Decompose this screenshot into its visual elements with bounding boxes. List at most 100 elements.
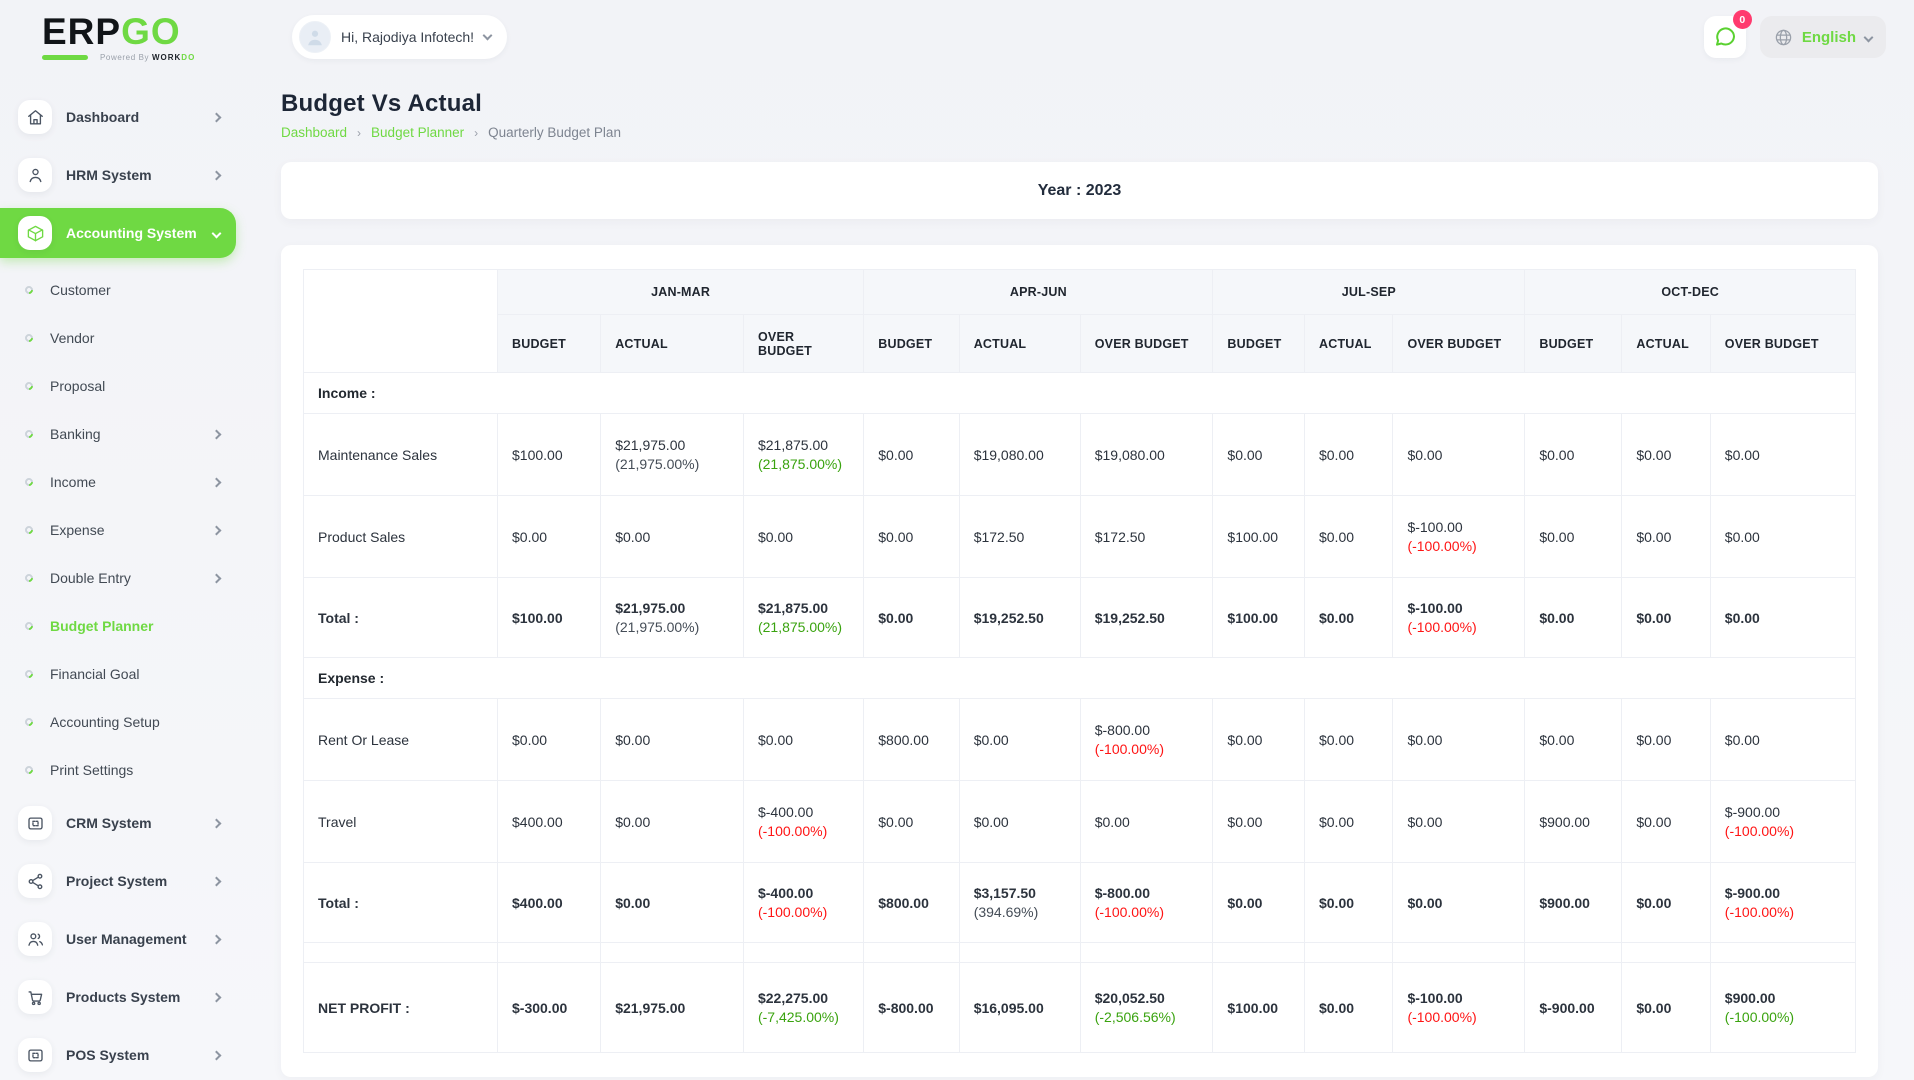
row-label: Rent Or Lease	[303, 698, 498, 781]
sidebar-item-customer[interactable]: Customer	[0, 266, 250, 314]
cell-amount: $-900.00	[1724, 885, 1781, 901]
sidebar-item-project-system[interactable]: Project System	[0, 856, 236, 906]
sidebar-item-label: Accounting System	[66, 225, 197, 241]
bullet-icon	[23, 428, 35, 440]
value-cell: $-400.00 (-100.00%)	[742, 862, 865, 943]
table-row: Travel $400.00 $0.00 $-400.00 (-100.00%) $0.0…	[303, 780, 1857, 863]
sidebar-item-vendor[interactable]: Vendor	[0, 314, 250, 362]
sidebar-item-double-entry[interactable]: Double Entry	[0, 554, 250, 602]
value-cell: $900.00	[1524, 862, 1623, 943]
sidebar-item-user-management[interactable]: User Management	[0, 914, 236, 964]
cell-amount: $0.00	[512, 731, 548, 748]
sidebar-item-accounting-setup[interactable]: Accounting Setup	[0, 698, 250, 746]
section-label: Expense :	[303, 657, 1856, 699]
cell-percentage: (-100.00%)	[1407, 538, 1477, 554]
value-cell: $0.00	[1303, 962, 1394, 1053]
year-label: Year : 2023	[1037, 181, 1122, 199]
cell-percentage: (21,875.00%)	[757, 456, 843, 472]
sidebar-item-proposal[interactable]: Proposal	[0, 362, 250, 410]
column-header: ACTUAL	[958, 314, 1081, 373]
sidebar-item-accounting-system[interactable]: Accounting System	[0, 208, 236, 258]
sidebar-item-print-settings[interactable]: Print Settings	[0, 746, 250, 794]
cell-amount: $0.00	[1318, 894, 1355, 911]
chevron-right-icon	[211, 573, 222, 583]
bullet-icon	[23, 380, 35, 392]
sidebar-subitem-label: Budget Planner	[50, 618, 154, 634]
value-cell: $900.00	[1524, 780, 1623, 863]
logo-go: GO	[121, 10, 181, 52]
cell-amount: $0.00	[1724, 609, 1760, 626]
value-cell: $0.00	[1709, 698, 1857, 781]
cell-amount: $0.00	[1724, 446, 1760, 463]
cell-percentage: (-100.00%)	[1094, 904, 1164, 920]
column-header: ACTUAL	[600, 314, 744, 373]
sidebar-item-dashboard[interactable]: Dashboard	[0, 92, 236, 142]
chat-icon	[1715, 27, 1735, 46]
value-cell: $100.00	[496, 413, 602, 496]
bullet-icon	[23, 476, 35, 488]
bullet-icon	[23, 764, 35, 776]
layout: Dashboard HRM System Accounting System Cust…	[0, 74, 1914, 1080]
value-cell: $100.00	[1212, 577, 1305, 658]
table-row: Product Sales $0.00 $0.00 $0.00 $0.00 $172.50…	[303, 495, 1857, 578]
bullet-icon	[23, 668, 35, 680]
value-cell: $-100.00 (-100.00%)	[1392, 962, 1526, 1053]
sidebar-item-expense[interactable]: Expense	[0, 506, 250, 554]
sidebar-subitem-label: Accounting Setup	[50, 714, 160, 730]
value-cell: $0.00	[958, 698, 1081, 781]
value-cell: $0.00	[1709, 495, 1857, 578]
language-selector[interactable]: English	[1759, 16, 1886, 58]
table-row: Total : $400.00 $0.00 $-400.00 (-100.00%) $80…	[303, 862, 1857, 943]
column-header: OVER BUDGET	[1709, 314, 1857, 373]
sidebar-item-financial-goal[interactable]: Financial Goal	[0, 650, 250, 698]
value-cell: $-900.00	[1524, 962, 1623, 1053]
value-cell: $0.00	[1079, 780, 1214, 863]
user-menu[interactable]: Hi, Rajodiya Infotech!	[292, 15, 508, 59]
sidebar-item-pos-system[interactable]: POS System	[0, 1030, 236, 1080]
sidebar-item-label: POS System	[66, 1047, 150, 1063]
value-cell: $0.00	[742, 698, 865, 781]
cell-percentage: (394.69%)	[973, 904, 1039, 920]
cell-amount: $0.00	[1318, 999, 1355, 1016]
section-label: Income :	[303, 372, 1856, 414]
breadcrumb-dashboard[interactable]: Dashboard	[281, 125, 348, 140]
cell-amount: $0.00	[1407, 446, 1443, 463]
value-cell: $800.00	[863, 698, 960, 781]
cell-amount: $22,275.00	[757, 990, 829, 1006]
bullet-icon	[23, 524, 35, 536]
user-greeting: Hi, Rajodiya Infotech!	[341, 29, 475, 45]
breadcrumb-budget-planner[interactable]: Budget Planner	[371, 125, 465, 140]
cell-amount: $400.00	[512, 813, 563, 830]
cell-amount: $400.00	[512, 894, 563, 911]
column-header: OVER BUDGET	[1079, 314, 1214, 373]
sidebar-item-hrm-system[interactable]: HRM System	[0, 150, 236, 200]
sidebar-item-income[interactable]: Income	[0, 458, 250, 506]
cell-amount: $21,975.00	[615, 437, 686, 453]
erpgo-logo[interactable]: ERP GO Powered By WORKDO	[0, 13, 250, 62]
value-cell: $0.00	[1709, 413, 1857, 496]
value-cell: $19,080.00	[958, 413, 1081, 496]
cell-amount: $-800.00	[1094, 722, 1151, 738]
spacer-cell	[496, 942, 602, 963]
table-row	[303, 942, 1857, 963]
main-content: Budget Vs Actual Dashboard › Budget Plan…	[250, 74, 1914, 1080]
spacer-cell	[1524, 942, 1623, 963]
cell-percentage: (-7,425.00%)	[757, 1009, 839, 1025]
cell-amount: $3,157.50	[973, 885, 1036, 901]
cell-amount: $16,095.00	[973, 999, 1044, 1016]
sidebar-item-crm-system[interactable]: CRM System	[0, 798, 236, 848]
messenger-button[interactable]: 0	[1703, 10, 1752, 58]
cell-amount: $19,080.00	[973, 446, 1044, 463]
table-row: Total : $100.00 $21,975.00 (21,975.00%) $21,…	[303, 577, 1857, 658]
sidebar-item-banking[interactable]: Banking	[0, 410, 250, 458]
cell-amount: $0.00	[1636, 528, 1672, 545]
cell-amount: $0.00	[878, 446, 914, 463]
cell-amount: $19,252.50	[973, 609, 1044, 626]
sidebar-item-products-system[interactable]: Products System	[0, 972, 236, 1022]
powered-prefix: Powered By	[100, 52, 150, 62]
cell-amount: $0.00	[1636, 609, 1672, 626]
value-cell: $0.00	[1212, 780, 1305, 863]
sidebar-item-budget-planner[interactable]: Budget Planner	[0, 602, 250, 650]
cell-amount: $0.00	[1407, 894, 1443, 911]
